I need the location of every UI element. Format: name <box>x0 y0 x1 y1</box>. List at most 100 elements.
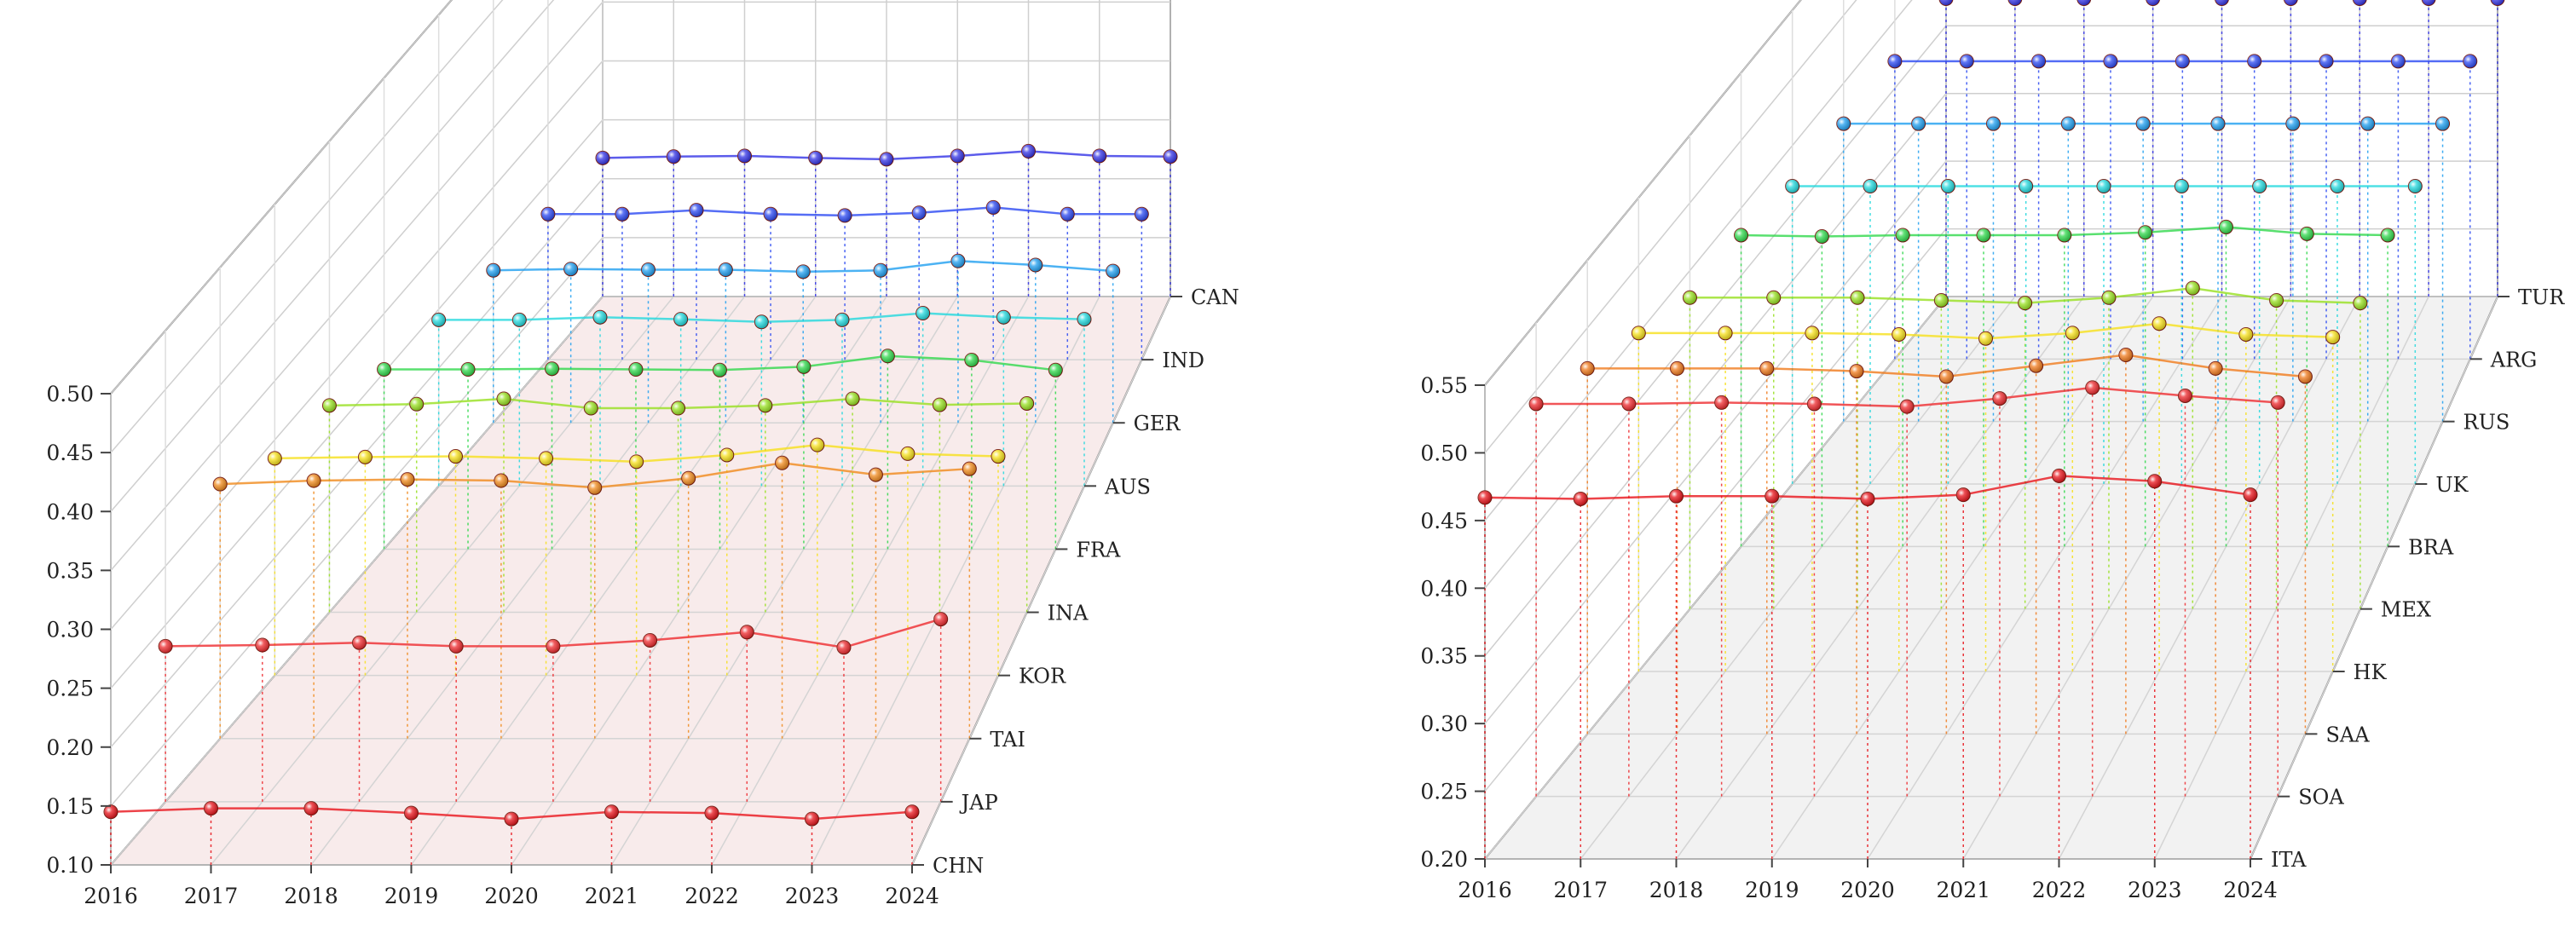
left-wall-grid-z <box>1484 228 1947 792</box>
category-label-tai: TAI <box>990 728 1025 752</box>
point-shade-chn-2024 <box>905 804 919 819</box>
point-shade-chn-2016 <box>104 804 118 819</box>
floor-grid-x <box>310 296 746 866</box>
point-shade-saa-2023 <box>2209 361 2223 376</box>
point-shade-hk-2022 <box>2152 316 2167 331</box>
point-shade-bra-2020 <box>2057 228 2071 242</box>
point-shade-mex-2017 <box>1766 291 1781 305</box>
left-wall-grid-z <box>1484 160 1947 724</box>
point-shade-saa-2018 <box>1759 361 1774 376</box>
point-shade-hk-2024 <box>2325 330 2340 344</box>
point-shade-uk-2018 <box>1941 179 1955 193</box>
category-label-ita: ITA <box>2271 848 2307 872</box>
left-wall-grid-z <box>110 0 453 395</box>
x-tick-label-2021: 2021 <box>585 884 639 908</box>
point-shade-tur-2023 <box>2422 0 2435 6</box>
floor-plane <box>108 296 1172 866</box>
point-shade-aus-2023 <box>996 310 1011 325</box>
point-shade-ina-2024 <box>1019 396 1034 411</box>
point-shade-can-2021 <box>950 148 965 163</box>
point-shade-rus-2016 <box>1836 117 1851 131</box>
z-tick-label-0.30: 0.30 <box>1420 712 1468 736</box>
point-shade-jap-2018 <box>352 636 367 650</box>
z-tick-label-0.25: 0.25 <box>1420 780 1468 804</box>
point-shade-uk-2024 <box>2408 179 2423 193</box>
z-tick-label-0.20: 0.20 <box>46 735 94 760</box>
point-shade-ita-2022 <box>2052 469 2066 483</box>
point-shade-bra-2024 <box>2381 228 2395 242</box>
point-shade-saa-2021 <box>2029 359 2043 373</box>
left-wall-grid-z <box>110 1 604 571</box>
x-tick-label-2022: 2022 <box>684 884 739 908</box>
point-shade-jap-2016 <box>159 639 173 654</box>
point-shade-can-2022 <box>1021 144 1036 158</box>
point-shade-ger-2019 <box>719 262 733 277</box>
z-tick-label-0.50: 0.50 <box>46 382 94 406</box>
point-shade-soa-2024 <box>2271 395 2285 410</box>
point-shade-tur-2017 <box>2008 0 2022 6</box>
category-label-chn: CHN <box>933 854 984 878</box>
point-shade-rus-2022 <box>2285 117 2300 131</box>
x-tick-label-2020: 2020 <box>484 884 539 908</box>
point-shade-tur-2022 <box>2353 0 2367 6</box>
floor-grid-x <box>610 296 958 866</box>
point-shade-rus-2018 <box>1986 117 2001 131</box>
point-shade-mex-2024 <box>2353 296 2367 310</box>
floor-grid-x <box>2250 296 2498 860</box>
left-wall-grid-z <box>110 0 555 512</box>
point-shade-soa-2016 <box>1529 396 1544 411</box>
left-wall-grid-z <box>1484 25 1947 589</box>
point-shade-ita-2020 <box>1861 492 1874 506</box>
point-shade-ger-2023 <box>1028 257 1043 272</box>
point-shade-chn-2021 <box>604 804 619 819</box>
point-shade-uk-2020 <box>2097 179 2111 193</box>
z-tick-label-0.45: 0.45 <box>1420 509 1468 533</box>
point-shade-fra-2018 <box>545 361 559 376</box>
point-shade-jap-2024 <box>933 612 948 626</box>
point-shade-aus-2017 <box>512 313 527 327</box>
floor-grid-x <box>911 296 1171 866</box>
point-shade-bra-2018 <box>1896 228 1910 242</box>
category-label-kor: KOR <box>1019 665 1066 689</box>
point-shade-ind-2016 <box>540 207 555 222</box>
category-label-jap: JAP <box>959 791 998 815</box>
floor-grid-x <box>1962 296 2292 860</box>
left-wall-grid-z <box>1484 0 1802 386</box>
point-shade-hk-2018 <box>1805 326 1819 340</box>
point-shade-tur-2020 <box>2215 0 2229 6</box>
point-shade-ind-2019 <box>764 207 778 222</box>
point-shade-arg-2017 <box>1960 54 1974 68</box>
z-tick-label-0.10: 0.10 <box>46 853 94 878</box>
point-shade-uk-2016 <box>1785 179 1799 193</box>
point-shade-ger-2020 <box>796 264 811 279</box>
point-shade-fra-2021 <box>796 360 811 374</box>
point-shade-mex-2020 <box>2018 296 2032 310</box>
point-shade-bra-2022 <box>2219 220 2233 234</box>
point-shade-can-2020 <box>880 152 893 166</box>
right-3d-line-chart: 2016 2017 2018 2019 2020 2021 2022 2023 2024 0.20… <box>1420 0 2565 902</box>
category-label-can: CAN <box>1191 285 1239 309</box>
point-shade-fra-2020 <box>713 363 727 377</box>
z-tick-label-0.50: 0.50 <box>1420 441 1468 465</box>
point-shade-tai-2016 <box>213 477 228 492</box>
point-shade-saa-2016 <box>1580 361 1595 376</box>
point-shade-arg-2020 <box>2175 54 2190 68</box>
category-label-soa: SOA <box>2298 786 2344 810</box>
category-label-mex: MEX <box>2381 598 2431 622</box>
category-label-ina: INA <box>1048 602 1089 625</box>
z-tick-label-0.40: 0.40 <box>46 499 94 524</box>
category-label-ind: IND <box>1162 349 1204 372</box>
left-wall-grid-z <box>1484 0 1913 521</box>
point-shade-mex-2018 <box>1851 291 1865 305</box>
point-shade-mex-2021 <box>2101 291 2116 305</box>
point-shade-kor-2018 <box>448 449 463 464</box>
x-tick-label-2019: 2019 <box>384 884 439 908</box>
point-shade-chn-2018 <box>304 801 318 815</box>
point-shade-ger-2021 <box>874 263 888 278</box>
point-shade-ita-2019 <box>1765 489 1779 504</box>
point-shade-hk-2021 <box>2065 326 2080 340</box>
point-shade-rus-2023 <box>2360 117 2375 131</box>
point-shade-fra-2022 <box>881 349 895 363</box>
x-tick-label-2020: 2020 <box>1840 878 1895 902</box>
point-shade-arg-2018 <box>2031 54 2046 68</box>
